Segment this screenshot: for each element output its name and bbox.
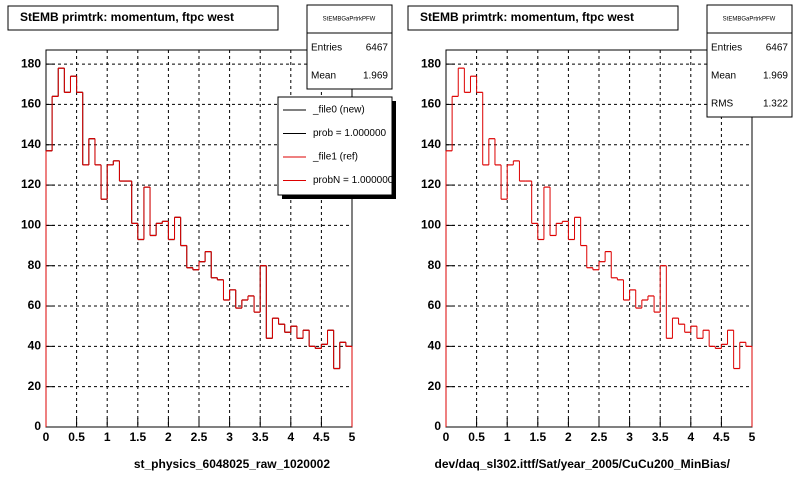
x-tick-label: 3	[626, 430, 633, 444]
y-tick-label: 180	[21, 56, 41, 70]
x-tick-label: 1	[504, 430, 511, 444]
legend-label: probN = 1.000000	[313, 175, 394, 186]
legend-label: prob = 1.000000	[313, 128, 387, 139]
y-tick-label: 20	[428, 379, 442, 393]
stats-label: Mean	[711, 71, 736, 82]
stats-value: 1.969	[363, 71, 388, 82]
stats-value: 6467	[366, 43, 389, 54]
y-tick-label: 120	[421, 177, 441, 191]
stats-label: Mean	[311, 71, 336, 82]
x-tick-label: 2	[565, 430, 572, 444]
x-tick-label: 1	[104, 430, 111, 444]
x-tick-label: 0.5	[68, 430, 85, 444]
stats-label: Entries	[311, 43, 342, 54]
x-tick-label: 5	[749, 430, 756, 444]
panel: StEMB primtrk: momentum, ftpc west020406…	[7, 4, 396, 471]
y-tick-label: 0	[34, 419, 41, 433]
stats-value: 1.969	[763, 71, 788, 82]
legend: _file0 (new) prob = 1.000000 _file1 (ref) p…	[283, 105, 394, 186]
legend-label: _file1 (ref)	[312, 152, 358, 163]
panel: StEMB primtrk: momentum, ftpc west020406…	[407, 4, 793, 471]
stats-label: Entries	[711, 43, 742, 54]
y-tick-label: 40	[428, 339, 442, 353]
x-tick-label: 5	[349, 430, 356, 444]
title-box	[407, 5, 679, 31]
x-tick-label: 0.5	[468, 430, 485, 444]
y-tick-label: 100	[21, 218, 41, 232]
y-tick-label: 80	[428, 258, 442, 272]
y-tick-label: 60	[28, 298, 42, 312]
x-tick-label: 2.5	[591, 430, 608, 444]
y-tick-label: 140	[21, 137, 41, 151]
x-tick-label: 4	[687, 430, 694, 444]
x-tick-label: 0	[443, 430, 450, 444]
chart-title: StEMB primtrk: momentum, ftpc west	[20, 10, 234, 24]
y-tick-label: 160	[21, 97, 41, 111]
x-tick-label: 4.5	[313, 430, 330, 444]
x-tick-label: 2	[165, 430, 172, 444]
x-tick-label: 0	[43, 430, 50, 444]
stats-title: StEMBGaPrtrkPFW	[323, 17, 376, 23]
y-tick-label: 160	[421, 97, 441, 111]
x-tick-label: 3.5	[252, 430, 269, 444]
x-tick-label: 4	[287, 430, 294, 444]
y-tick-label: 140	[421, 137, 441, 151]
x-tick-label: 1.5	[529, 430, 546, 444]
title-box	[7, 5, 279, 31]
stats-value: 1.322	[763, 99, 788, 110]
stats-label: RMS	[711, 99, 734, 110]
y-tick-label: 80	[28, 258, 42, 272]
x-tick-label: 2.5	[191, 430, 208, 444]
y-tick-label: 0	[434, 419, 441, 433]
stats-box	[706, 4, 793, 118]
x-axis-label: dev/daq_sl302.ittf/Sat/year_2005/CuCu200…	[435, 457, 731, 471]
chart-title: StEMB primtrk: momentum, ftpc west	[420, 10, 634, 24]
stats-title: StEMBGaPrtrkPFW	[723, 17, 776, 23]
stats-value: 6467	[766, 43, 789, 54]
y-tick-label: 180	[421, 56, 441, 70]
stats-box	[306, 4, 393, 90]
x-axis-label: st_physics_6048025_raw_1020002	[134, 457, 330, 471]
y-tick-label: 100	[421, 218, 441, 232]
legend-box	[277, 96, 393, 196]
legend-label: _file0 (new)	[312, 105, 365, 116]
x-tick-label: 1.5	[129, 430, 146, 444]
x-tick-label: 4.5	[713, 430, 730, 444]
x-tick-label: 3.5	[652, 430, 669, 444]
y-tick-label: 120	[21, 177, 41, 191]
y-tick-label: 20	[28, 379, 42, 393]
y-tick-label: 60	[428, 298, 442, 312]
y-tick-label: 40	[28, 339, 42, 353]
x-tick-label: 3	[226, 430, 233, 444]
